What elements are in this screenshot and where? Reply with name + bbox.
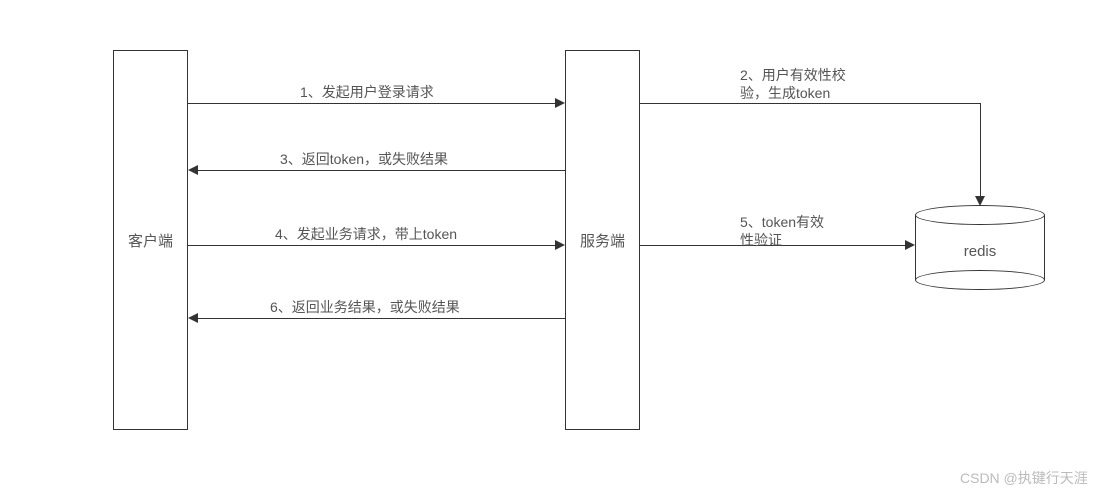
edge-3-line <box>198 170 565 171</box>
node-client: 客户端 <box>113 50 188 430</box>
edge-1-arrow <box>555 98 565 108</box>
edge-4-label: 4、发起业务请求，带上token <box>275 224 457 244</box>
edge-3-arrow <box>188 165 198 175</box>
edge-2-arrow <box>975 196 985 206</box>
edge-5-label-line1: 5、token有效 <box>740 214 824 230</box>
edge-6-line <box>198 318 565 319</box>
edge-5-arrow <box>905 240 915 250</box>
edge-5-label: 5、token有效 性验证 <box>740 213 824 249</box>
node-client-label: 客户端 <box>128 230 173 251</box>
edge-2-line-h <box>640 103 980 104</box>
edge-3-label: 3、返回token，或失败结果 <box>280 149 448 169</box>
watermark-text: CSDN @执键行天涯 <box>960 468 1088 488</box>
edge-2-label-line2: 验，生成token <box>740 85 830 101</box>
edge-2-label: 2、用户有效性校 验，生成token <box>740 66 846 102</box>
flowchart-diagram: 客户端 服务端 redis 1、发起用户登录请求 2、用户有效性校 验，生成to… <box>0 0 1111 500</box>
edge-6-arrow <box>188 313 198 323</box>
node-server: 服务端 <box>565 50 640 430</box>
node-server-label: 服务端 <box>580 230 625 251</box>
edge-1-line <box>188 103 555 104</box>
edge-1-label: 1、发起用户登录请求 <box>300 82 434 102</box>
node-redis-label: redis <box>915 243 1045 260</box>
edge-4-line <box>188 245 555 246</box>
edge-2-line-v <box>980 103 981 201</box>
edge-4-arrow <box>555 240 565 250</box>
edge-5-label-line2: 性验证 <box>740 232 782 248</box>
edge-6-label: 6、返回业务结果，或失败结果 <box>270 297 460 317</box>
node-redis: redis <box>915 205 1045 290</box>
edge-2-label-line1: 2、用户有效性校 <box>740 67 846 83</box>
